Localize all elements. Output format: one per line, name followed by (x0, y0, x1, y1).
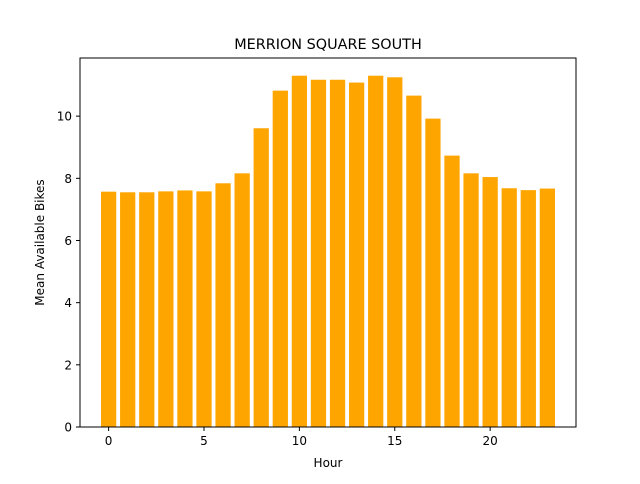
bar-hour-4 (177, 190, 193, 427)
x-tick-label: 0 (105, 434, 113, 448)
bar-hour-0 (100, 191, 117, 427)
bar-hour-12 (329, 79, 346, 427)
y-tick-label: 8 (64, 172, 72, 186)
bar-hour-15 (387, 77, 403, 428)
bar-hour-17 (425, 118, 441, 428)
bar-hour-20 (482, 177, 498, 427)
x-tick-label: 10 (292, 434, 307, 448)
y-tick-label: 10 (57, 110, 72, 124)
bar-hour-11 (310, 79, 327, 427)
bar-hour-10 (291, 75, 308, 427)
y-axis-label: Mean Available Bikes (33, 179, 47, 305)
bar-hour-9 (272, 90, 288, 427)
bar-hour-19 (463, 173, 479, 427)
bar-hour-21 (501, 188, 517, 427)
plot-frame (79, 57, 577, 428)
bar-hour-3 (158, 191, 174, 427)
bar-hour-5 (196, 191, 212, 427)
bar-hour-1 (120, 192, 136, 427)
y-tick-label: 4 (64, 296, 72, 310)
bar-hour-7 (234, 173, 250, 427)
x-axis-ticks: 0 5 10 15 20 (105, 427, 498, 448)
x-tick-label: 20 (483, 434, 498, 448)
bar-hour-8 (253, 128, 269, 427)
chart-title: MERRION SQUARE SOUTH (234, 37, 422, 53)
y-tick-label: 0 (64, 421, 72, 435)
y-axis-ticks: 0 2 4 6 8 10 (57, 110, 80, 435)
x-tick-label: 15 (387, 434, 402, 448)
bar-hour-22 (520, 190, 536, 427)
bar-hour-14 (368, 75, 384, 427)
bar-hour-13 (348, 82, 365, 427)
bar-hour-2 (139, 192, 155, 427)
bar-hour-16 (406, 95, 422, 428)
y-tick-label: 2 (64, 358, 72, 372)
bar-hour-18 (444, 155, 460, 428)
x-axis-label: Hour (314, 456, 343, 470)
bars-group (100, 75, 556, 428)
bar-hour-6 (215, 183, 231, 427)
y-tick-label: 6 (64, 234, 72, 248)
x-tick-label: 5 (200, 434, 208, 448)
bar-hour-23 (539, 188, 556, 427)
